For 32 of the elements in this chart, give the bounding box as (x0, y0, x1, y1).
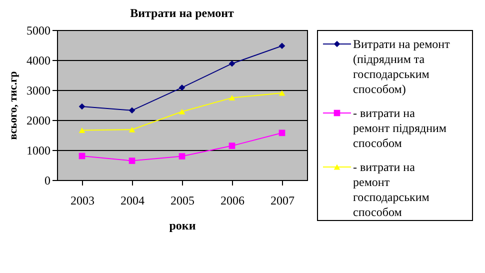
point (78, 152, 86, 160)
point (128, 126, 136, 132)
point (178, 84, 186, 91)
point (128, 158, 136, 164)
point (228, 95, 236, 101)
y-tick-label: 4000 (26, 54, 50, 68)
point (78, 127, 86, 133)
point (228, 142, 236, 149)
x-axis-title: роки (169, 218, 196, 232)
point (178, 153, 186, 160)
point (278, 90, 286, 96)
point (128, 107, 136, 114)
y-tick-label: 3000 (26, 84, 50, 98)
point (78, 103, 86, 110)
y-tick-label: 5000 (26, 24, 50, 38)
y-tick-label: 1000 (26, 144, 50, 158)
legend-label: - витрати на ремонт господарським способом (353, 160, 430, 219)
x-tick-label: 2005 (170, 194, 194, 208)
chart-title: Витрати на ремонт (130, 6, 234, 20)
x-tick-label: 2006 (220, 194, 244, 208)
y-axis-title: всього, тис.гр (8, 71, 20, 140)
x-tick-label: 2007 (270, 194, 294, 208)
point (278, 42, 286, 50)
point (228, 60, 236, 67)
x-tick-label: 2003 (70, 194, 94, 208)
point (278, 130, 286, 136)
point (178, 108, 186, 114)
y-tick-label: 2000 (26, 114, 50, 128)
legend-label: Витрати на ремонт (підрядним та господарським способом) (353, 37, 451, 96)
y-tick-label: 0 (44, 174, 50, 188)
x-tick-label: 2004 (120, 194, 144, 208)
legend-label: - витрати на ремонт підрядним способом (353, 106, 447, 150)
